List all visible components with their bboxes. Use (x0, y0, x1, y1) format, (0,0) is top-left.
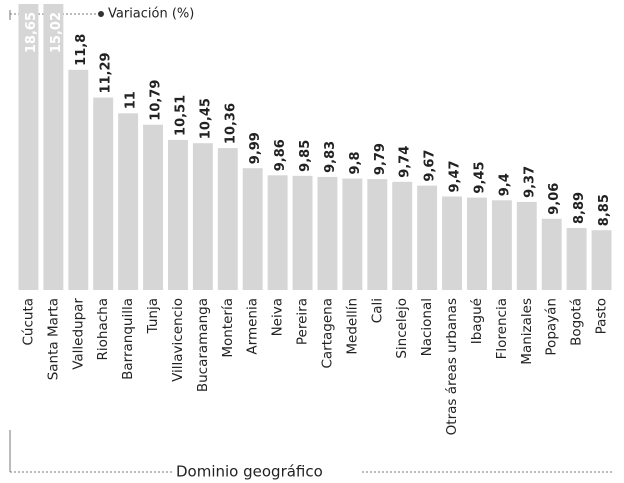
value-label: 11 (124, 91, 139, 109)
x-tick-label: Tunja (145, 298, 161, 334)
bar (591, 230, 612, 290)
bars (18, 4, 612, 291)
bar (491, 200, 512, 290)
value-label: 18,65 (24, 12, 39, 53)
value-label: 10,79 (149, 80, 164, 121)
x-tick-label: Nacional (419, 298, 435, 356)
bar (167, 139, 188, 290)
legend-label: Variación (%) (108, 7, 194, 22)
x-tick-label: Sincelejo (394, 298, 410, 359)
bar (217, 148, 238, 290)
value-label: 9,06 (547, 183, 562, 215)
bar (267, 175, 288, 290)
bar (143, 124, 164, 290)
bar (18, 4, 39, 290)
value-label: 11,29 (99, 52, 114, 93)
x-tick-label: Cali (369, 298, 385, 323)
value-label: 9,8 (348, 152, 363, 175)
bar (192, 143, 213, 290)
legend-dot (98, 11, 104, 17)
bar (516, 201, 537, 290)
x-tick-label: Medellín (344, 298, 360, 355)
bar (566, 228, 587, 290)
bar (68, 69, 89, 291)
value-label: 9,79 (373, 143, 388, 175)
bar (43, 4, 64, 291)
value-label: 8,85 (597, 194, 612, 226)
x-tick-label: Pasto (594, 298, 610, 334)
x-tick-label: Popayán (544, 298, 560, 356)
value-label: 9,86 (273, 139, 288, 171)
x-tick-label: Riohacha (95, 298, 111, 360)
x-tick-label: Montería (220, 298, 236, 358)
bar (292, 175, 313, 290)
value-label: 15,02 (49, 12, 64, 53)
bar (93, 97, 114, 290)
x-tick-label: Neiva (270, 298, 286, 336)
bar (367, 179, 388, 290)
value-label: 9,83 (323, 141, 338, 173)
x-tick-label: Cúcuta (20, 298, 36, 346)
bar (442, 196, 463, 290)
bar (118, 113, 139, 291)
x-tick-label: Valledupar (70, 298, 86, 370)
value-label: 11,8 (74, 34, 89, 66)
x-tick-label: Cartagena (319, 298, 335, 369)
value-label: 9,74 (398, 146, 413, 178)
x-tick-label: Otras áreas urbanas (444, 298, 460, 435)
value-label: 8,89 (572, 192, 587, 224)
x-tick-label: Bogotá (569, 298, 585, 346)
x-tick-label: Villavicencio (170, 298, 186, 382)
bar (392, 181, 413, 290)
x-tick-label: Manizales (519, 298, 535, 365)
bar (342, 178, 363, 290)
bar (242, 168, 263, 290)
x-tick-label: Barranquilla (120, 298, 136, 380)
x-tick-label: Pereira (295, 298, 311, 345)
value-label: 9,99 (248, 132, 263, 164)
value-label: 10,36 (223, 103, 238, 144)
x-tick-label: Bucaramanga (195, 298, 211, 392)
value-label: 9,4 (497, 173, 512, 196)
value-label: 9,45 (472, 161, 487, 193)
bar (466, 197, 487, 290)
bar (541, 218, 562, 290)
x-axis-label: Dominio geográfico (176, 463, 323, 481)
x-tick-label: Santa Marta (45, 298, 61, 380)
value-label: 10,51 (173, 95, 188, 136)
value-label: 9,47 (448, 160, 463, 192)
bar (417, 185, 438, 290)
value-label: 10,45 (198, 98, 213, 139)
x-tick-label: Ibagué (469, 298, 485, 344)
x-tick-label: Armenia (245, 298, 261, 355)
value-label: 9,67 (423, 150, 438, 182)
x-tick-label: Florencia (494, 298, 510, 359)
bar (317, 176, 338, 290)
value-label: 9,37 (522, 166, 537, 198)
value-label: 9,85 (298, 140, 313, 172)
